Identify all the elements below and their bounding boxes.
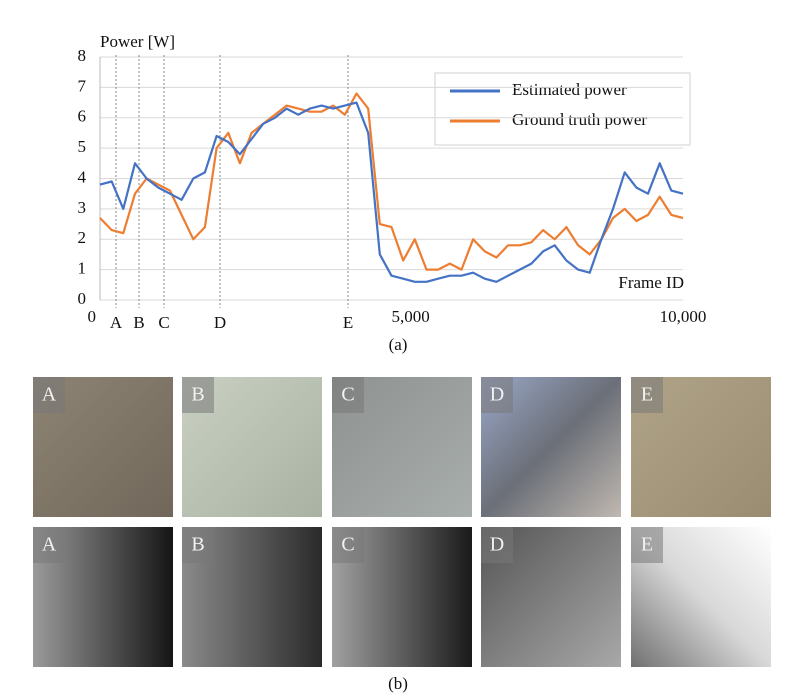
thumbnail-grid: A B C D E A B C D E <box>33 377 771 667</box>
thumbnail-label-bg <box>481 377 513 413</box>
thumbnail-label-bg <box>631 377 663 413</box>
thumbnail-label-bg <box>33 527 65 563</box>
y-tick-label: 3 <box>78 198 87 217</box>
thumbnail-label-bg <box>182 527 214 563</box>
y-tick-label: 4 <box>78 167 87 186</box>
x-tick-label: 5,000 <box>392 307 430 326</box>
caption-a: (a) <box>389 335 408 354</box>
thumbnail-label: B <box>191 534 204 556</box>
thumbnail-label: D <box>490 534 504 556</box>
thumbnail-label: E <box>641 384 653 406</box>
y-axis-label: Power [W] <box>100 32 175 51</box>
legend-label: Ground truth power <box>512 110 647 129</box>
thumbnail-label-bg <box>332 377 364 413</box>
caption-b: (b) <box>388 674 408 693</box>
y-tick-label: 2 <box>78 228 87 247</box>
y-tick-label: 8 <box>78 46 87 65</box>
y-tick-label: 5 <box>78 137 87 156</box>
x-tick-label: 0 <box>88 307 97 326</box>
x-axis-label: Frame ID <box>618 273 684 292</box>
thumbnail-label-bg <box>33 377 65 413</box>
y-tick-label: 6 <box>78 107 87 126</box>
thumbnail-label: C <box>341 384 354 406</box>
thumbnail-label: E <box>641 534 653 556</box>
marker-label: E <box>343 313 353 332</box>
legend-label: Estimated power <box>512 80 627 99</box>
thumbnail-label: B <box>191 384 204 406</box>
marker-label: D <box>214 313 226 332</box>
thumbnail-label: A <box>42 384 57 406</box>
thumbnail-label: C <box>341 534 354 556</box>
legend-box <box>434 72 691 146</box>
thumbnail-label: D <box>490 384 504 406</box>
thumbnail-label-bg <box>481 527 513 563</box>
thumbnail-label-bg <box>182 377 214 413</box>
marker-label: B <box>133 313 144 332</box>
thumbnail-label: A <box>42 534 57 556</box>
y-tick-label: 0 <box>78 289 87 308</box>
thumbnail-label-bg <box>631 527 663 563</box>
y-tick-label: 7 <box>78 76 87 95</box>
y-tick-label: 1 <box>78 259 87 278</box>
series-line <box>99 101 684 283</box>
thumbnail-label-bg <box>332 527 364 563</box>
series-line <box>99 92 684 271</box>
x-tick-label: 10,000 <box>660 307 707 326</box>
marker-label: C <box>158 313 169 332</box>
marker-label: A <box>110 313 123 332</box>
legend: Estimated power Ground truth power <box>434 72 691 146</box>
